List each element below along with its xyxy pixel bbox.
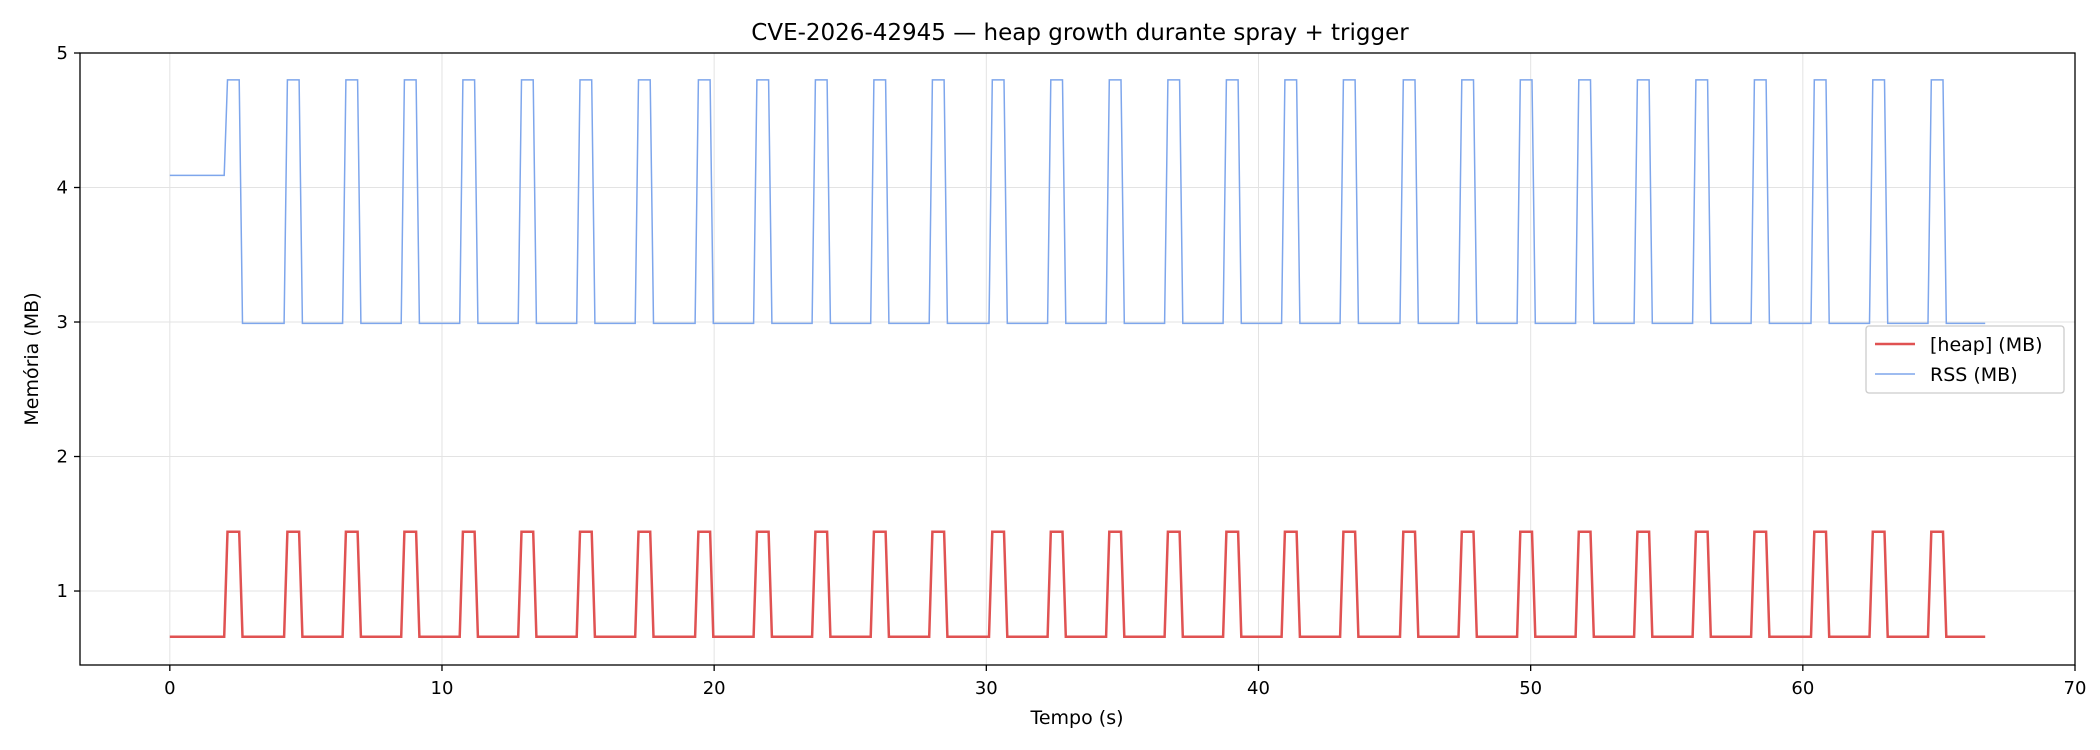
x-tick-label: 50 [1519,678,1542,699]
y-tick-label: 1 [57,581,68,602]
y-tick-label: 5 [57,43,68,64]
legend-label-heap: [heap] (MB) [1930,334,2043,356]
x-tick-label: 10 [431,678,454,699]
y-tick-label: 4 [57,178,68,199]
legend-box [1865,325,2065,394]
x-tick-label: 60 [1791,678,1814,699]
legend: [heap] (MB) RSS (MB) [1865,325,2065,394]
x-axis-label: Tempo (s) [1029,707,1123,729]
y-tick-label: 3 [57,312,68,333]
x-tick-label: 40 [1247,678,1270,699]
y-tick-label: 2 [57,447,68,468]
x-tick-label: 30 [975,678,998,699]
legend-label-rss: RSS (MB) [1930,364,2018,386]
heap-series-line [169,530,1986,639]
plot-frame [79,52,2076,666]
series-layer [169,79,1986,639]
chart-title: CVE-2026-42945 — heap growth durante spr… [751,20,1409,46]
grid-layer [80,52,2076,665]
y-axis-label: Memória (MB) [21,292,43,425]
x-tick-label: 20 [703,678,726,699]
x-tick-label: 0 [164,678,175,699]
x-tick-label: 70 [2064,678,2087,699]
rss-series-line [169,79,1986,325]
tick-layer: 0 10 20 30 40 50 60 70 1 2 3 4 5 [57,43,2087,699]
